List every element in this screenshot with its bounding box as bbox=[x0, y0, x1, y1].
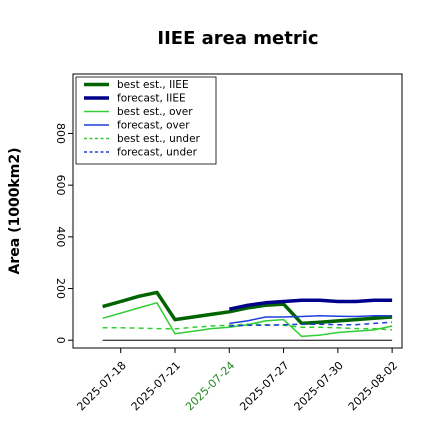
legend-box bbox=[75, 76, 217, 165]
x-tick-label: 2025-07-27 bbox=[237, 359, 291, 413]
series-line-4 bbox=[102, 323, 393, 331]
y-tick-label: 200 bbox=[54, 278, 67, 299]
legend-label: forecast, IIEE bbox=[117, 93, 186, 105]
series-line-3 bbox=[229, 314, 393, 325]
x-tick-label: 2025-08-02 bbox=[346, 359, 400, 413]
chart-title: IIEE area metric bbox=[157, 28, 318, 49]
y-tick-label: 800 bbox=[54, 123, 67, 144]
x-tick-label: 2025-07-18 bbox=[74, 359, 128, 413]
y-tick-label: 0 bbox=[54, 337, 67, 344]
legend-label: best est., under bbox=[117, 133, 201, 145]
x-tick-label: 2025-07-21 bbox=[129, 359, 183, 413]
series-line-0 bbox=[102, 290, 393, 326]
plot-frame bbox=[72, 73, 403, 349]
y-tick-label: 600 bbox=[54, 175, 67, 196]
series-line-1 bbox=[228, 298, 393, 311]
legend-label: best est., over bbox=[117, 106, 193, 118]
series-line-5 bbox=[229, 321, 393, 327]
y-tick-label: 400 bbox=[54, 226, 67, 247]
y-axis-title: Area (1000km2) bbox=[7, 148, 23, 275]
x-tick-label: 2025-07-24 bbox=[183, 359, 237, 413]
legend-label: forecast, over bbox=[117, 120, 190, 132]
legend-label: best est., IIEE bbox=[117, 79, 189, 91]
legend-label: forecast, under bbox=[117, 147, 198, 159]
x-tick-label: 2025-07-30 bbox=[292, 359, 346, 413]
